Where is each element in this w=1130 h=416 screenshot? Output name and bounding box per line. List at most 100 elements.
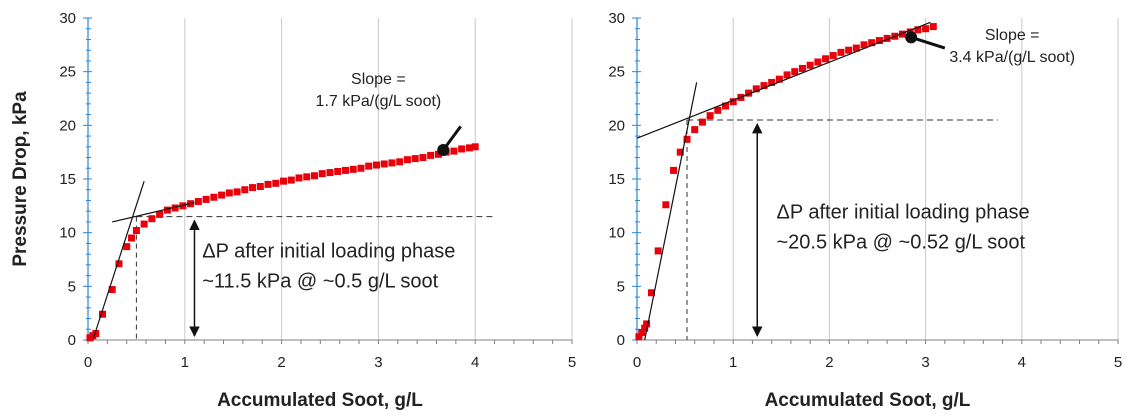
data-point <box>760 82 768 90</box>
y-tick-label: 15 <box>59 171 76 188</box>
data-point <box>458 145 466 153</box>
data-point <box>471 143 479 151</box>
data-point <box>676 148 684 156</box>
data-point <box>698 118 706 126</box>
data-point <box>643 320 651 328</box>
data-point <box>899 30 907 38</box>
data-point <box>341 166 349 174</box>
data-point <box>403 156 411 164</box>
y-tick-label: 20 <box>59 117 76 134</box>
data-point <box>303 173 311 181</box>
slope-marker <box>437 144 450 157</box>
slope-label-line-1: Slope = <box>351 71 406 88</box>
x-tick-label: 1 <box>729 354 737 371</box>
x-tick-label: 1 <box>181 354 189 371</box>
data-point <box>411 155 419 163</box>
fit-line-1 <box>644 82 698 341</box>
data-point <box>372 161 380 169</box>
data-point <box>380 160 388 168</box>
data-point <box>256 183 264 191</box>
data-point <box>791 68 799 76</box>
data-point <box>210 193 218 201</box>
y-tick-label: 30 <box>608 10 625 27</box>
y-tick-label: 25 <box>59 64 76 81</box>
data-point <box>318 170 326 178</box>
data-point <box>434 150 442 158</box>
y-tick-label: 25 <box>608 64 625 81</box>
data-point <box>852 44 860 52</box>
data-point <box>465 144 473 152</box>
y-tick-label: 5 <box>68 278 76 295</box>
chart-panel-1: 0 5 10 15 20 25 30 0 1 2 3 4 5 Accumulated Soot, g/L P… <box>10 10 576 411</box>
y-tick-label: 0 <box>617 332 625 349</box>
data-point <box>883 34 891 42</box>
slope-label-line-1: Slope = <box>985 27 1040 44</box>
annotation-line-2: ~11.5 kPa @ ~0.5 g/L soot <box>202 270 438 292</box>
data-point <box>752 85 760 93</box>
data-point <box>163 206 171 214</box>
x-axis-title: Accumulated Soot, g/L <box>217 390 423 411</box>
data-point <box>396 158 404 166</box>
x-tick-label: 4 <box>471 354 479 371</box>
x-tick-label: 5 <box>568 354 576 371</box>
annotation-line-2: ~20.5 kPa @ ~0.52 g/L soot <box>776 232 1025 254</box>
data-point <box>638 328 646 336</box>
data-point <box>388 159 396 167</box>
x-tick-label: 4 <box>1018 354 1026 371</box>
y-tick-label: 0 <box>68 332 76 349</box>
data-point <box>108 286 116 294</box>
data-point <box>914 26 922 34</box>
data-point <box>806 61 814 69</box>
data-point <box>123 243 131 251</box>
data-point <box>729 98 737 106</box>
data-point <box>798 64 806 72</box>
data-point <box>922 25 930 33</box>
data-point <box>287 176 295 184</box>
data-point <box>427 151 435 159</box>
x-tick-label: 2 <box>277 354 285 371</box>
data-point <box>722 102 730 110</box>
y-tick-label: 10 <box>608 225 625 242</box>
data-point <box>357 164 365 172</box>
slope-label-line-2: 3.4 kPa/(g/L soot) <box>949 49 1075 66</box>
data-point <box>241 186 249 194</box>
data-point <box>365 162 373 170</box>
data-point <box>783 71 791 79</box>
data-point <box>128 234 136 242</box>
data-point <box>311 172 319 180</box>
data-point <box>171 204 179 212</box>
y-tick-label: 20 <box>608 117 625 134</box>
data-point <box>814 58 822 66</box>
data-point <box>635 333 643 341</box>
chart-panel-2: 0 5 10 15 20 25 30 0 1 2 3 4 5 Accumulated Soot, g/L S… <box>608 10 1122 411</box>
x-tick-label: 3 <box>374 354 382 371</box>
data-point <box>272 179 280 187</box>
data-point <box>654 247 662 255</box>
data-point <box>868 39 876 47</box>
data-point <box>194 198 202 206</box>
data-point <box>837 48 845 56</box>
data-point <box>691 126 699 134</box>
data-point <box>775 75 783 83</box>
data-point <box>202 195 210 203</box>
y-axis-title: Pressure Drop, kPa <box>10 91 31 267</box>
data-point <box>349 165 357 173</box>
fit-line-2 <box>636 21 931 139</box>
data-point <box>295 174 303 182</box>
data-point <box>140 220 148 228</box>
data-point <box>706 112 714 120</box>
y-tick-label: 10 <box>59 225 76 242</box>
data-point <box>249 184 257 192</box>
data-point <box>768 78 776 86</box>
data-point <box>148 215 156 223</box>
data-point <box>156 210 164 218</box>
annotation-line-1: ΔP after initial loading phase <box>776 202 1029 224</box>
slope-marker <box>905 31 918 44</box>
data-point <box>92 330 100 338</box>
x-tick-label: 0 <box>84 354 92 371</box>
data-point <box>115 260 123 268</box>
data-point <box>225 189 233 197</box>
data-point <box>860 41 868 49</box>
y-tick-label: 30 <box>59 10 76 27</box>
